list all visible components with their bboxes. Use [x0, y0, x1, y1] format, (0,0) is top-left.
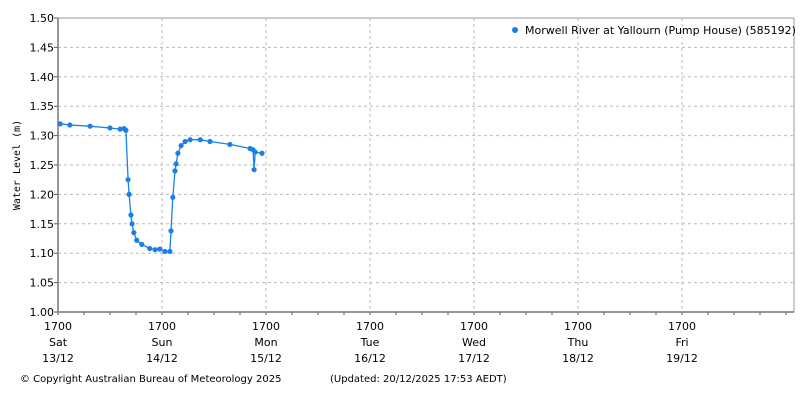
data-point: [87, 123, 93, 129]
data-point: [182, 138, 188, 145]
x-tick-label: 1700: [668, 320, 696, 333]
data-point: [152, 247, 158, 253]
data-point: [170, 194, 176, 200]
data-point: [129, 221, 135, 227]
y-tick-label: 1.15: [30, 218, 55, 231]
copyright-text: © Copyright Australian Bureau of Meteoro…: [20, 374, 282, 385]
data-point: [157, 246, 163, 252]
x-tick-label: Fri: [675, 336, 688, 349]
data-point: [168, 228, 174, 234]
data-point: [187, 137, 193, 143]
data-point: [175, 150, 181, 156]
x-tick-label: Mon: [254, 336, 277, 349]
data-point: [139, 241, 145, 247]
updated-text: (Updated: 20/12/2025 17:53 AEDT): [330, 374, 507, 385]
y-tick-label: 1.05: [30, 277, 55, 290]
y-tick-labels: 1.00 1.05 1.10 1.15 1.20 1.25 1.30 1.35 1.40 1.45…: [30, 12, 55, 319]
legend: Morwell River at Yallourn (Pump House) (…: [512, 24, 796, 37]
x-tick-label: 13/12: [42, 352, 74, 365]
x-tick-label: 1700: [356, 320, 384, 333]
x-tick-label: 14/12: [146, 352, 178, 365]
data-point: [207, 138, 213, 145]
x-tick-label: Tue: [360, 336, 380, 349]
y-tick-label: 1.40: [30, 71, 55, 84]
x-tick-label: 15/12: [250, 352, 282, 365]
data-point: [147, 245, 153, 252]
x-tick-label: 16/12: [354, 352, 386, 365]
data-point: [251, 167, 257, 173]
y-tick-label: 1.30: [30, 130, 55, 143]
data-point: [107, 125, 113, 131]
y-tick-label: 1.25: [30, 159, 55, 172]
data-point: [252, 149, 258, 155]
axes: [54, 17, 795, 315]
x-tick-label: 1700: [44, 320, 72, 333]
y-tick-label: 1.35: [30, 100, 55, 113]
data-point: [131, 230, 137, 236]
data-point: [126, 191, 132, 197]
data-point: [162, 248, 168, 255]
x-tick-label: 1700: [460, 320, 488, 333]
legend-marker: [512, 27, 518, 33]
x-tick-label: Sun: [152, 336, 173, 349]
data-point: [197, 137, 203, 143]
x-tick-labels: 1700 Sat 13/12 1700 Sun 14/12 1700 Mon 15/12 1700…: [42, 320, 698, 365]
y-tick-label: 1.20: [30, 188, 55, 201]
data-point: [128, 212, 134, 218]
data-point: [172, 168, 178, 174]
data-point: [173, 161, 179, 167]
x-tick-label: Sat: [49, 336, 68, 349]
data-point: [227, 141, 233, 148]
y-axis-label: Water Level (m): [12, 120, 23, 210]
x-tick-label: Wed: [462, 336, 486, 349]
data-point: [167, 248, 173, 255]
data-point: [117, 126, 123, 132]
data-point: [67, 122, 73, 128]
y-tick-label: 1.50: [30, 12, 55, 25]
data-point: [123, 127, 129, 133]
legend-label: Morwell River at Yallourn (Pump House) (…: [525, 24, 796, 37]
x-tick-label: 17/12: [458, 352, 490, 365]
data-point: [125, 177, 131, 183]
x-tick-label: 19/12: [666, 352, 698, 365]
x-tick-label: 1700: [564, 320, 592, 333]
data-point: [178, 142, 184, 149]
data-point: [57, 121, 63, 127]
y-tick-label: 1.00: [30, 306, 55, 319]
x-tick-label: 1700: [148, 320, 176, 333]
x-tick-label: 1700: [252, 320, 280, 333]
x-tick-label: Thu: [567, 336, 589, 349]
grid: [58, 17, 794, 312]
y-tick-label: 1.10: [30, 247, 55, 260]
data-point: [134, 237, 140, 243]
x-tick-label: 18/12: [562, 352, 594, 365]
data-point: [259, 150, 265, 156]
y-tick-label: 1.45: [30, 41, 55, 54]
series: [57, 121, 265, 255]
